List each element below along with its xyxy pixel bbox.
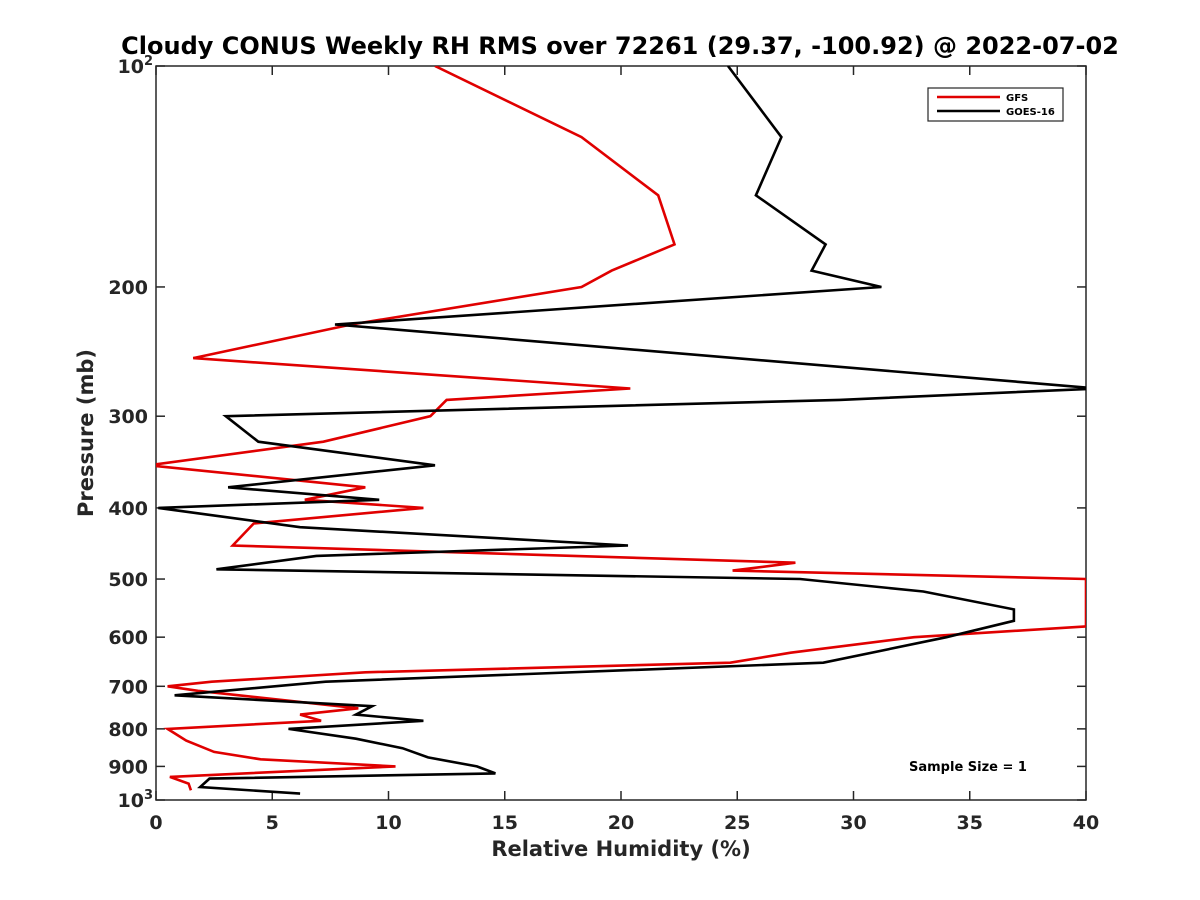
- y-tick-label: 400: [108, 498, 148, 520]
- x-tick-label: 0: [149, 812, 162, 834]
- x-tick-label: 10: [375, 812, 401, 834]
- y-tick-label: 300: [108, 406, 148, 428]
- plot-frame: [155, 65, 1087, 801]
- legend: GFS GOES-16: [927, 87, 1064, 122]
- x-axis: 0 5 10 15 20 25 30 35 40: [149, 66, 1099, 834]
- x-tick-label: 25: [724, 812, 750, 834]
- x-tick-label: 5: [266, 812, 279, 834]
- y-axis: 102 200 300 400 500 600 700 800 900 103: [108, 54, 1086, 812]
- y-tick-label: 102: [118, 54, 154, 78]
- y-tick-label: 800: [108, 719, 148, 741]
- y-tick-label: 600: [108, 627, 148, 649]
- x-tick-label: 20: [608, 812, 634, 834]
- legend-entry: GFS: [1006, 93, 1028, 104]
- legend-box: [927, 87, 1064, 122]
- x-tick-label: 15: [492, 812, 518, 834]
- x-axis-label: Relative Humidity (%): [491, 837, 750, 861]
- series-line-gfs: [156, 66, 1086, 791]
- y-tick-label: 103: [118, 788, 154, 812]
- series-line-goes-16: [158, 66, 1086, 795]
- x-tick-label: 35: [957, 812, 983, 834]
- y-tick-label: 200: [108, 277, 148, 299]
- y-tick-label: 900: [108, 756, 148, 778]
- chart-title: Cloudy CONUS Weekly RH RMS over 72261 (2…: [121, 32, 1119, 60]
- sample-size-annotation: Sample Size = 1: [909, 760, 1027, 775]
- y-axis-label: Pressure (mb): [74, 349, 98, 517]
- y-tick-label: 700: [108, 676, 148, 698]
- x-tick-label: 30: [840, 812, 866, 834]
- legend-entry: GOES-16: [1006, 107, 1055, 118]
- x-tick-label: 40: [1073, 812, 1099, 834]
- y-tick-label: 500: [108, 569, 148, 591]
- plot-series: [156, 66, 1086, 795]
